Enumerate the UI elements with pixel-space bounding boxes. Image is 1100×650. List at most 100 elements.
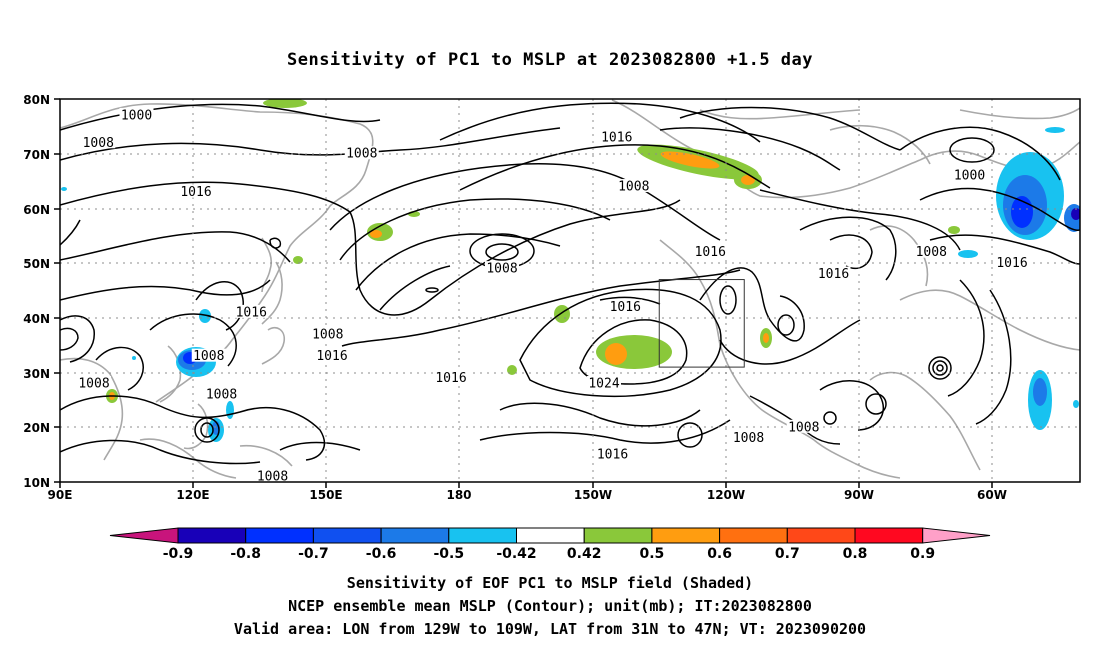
colorbar-tick-label: -0.8 <box>230 546 261 562</box>
contour-label-bg <box>315 348 349 362</box>
contour-label-bg <box>786 419 821 433</box>
colorbar-tick-label: -0.42 <box>496 546 536 562</box>
contour-label-bg <box>344 146 379 160</box>
lat-label-40n: 40N <box>23 312 50 326</box>
contour-label: 1008 <box>312 327 343 342</box>
valid-area-box <box>658 279 745 368</box>
contour-label: 1016 <box>236 305 267 320</box>
map-area: 1000 1008 1008 1016 1016 1008 1000 1008 1016 1008… <box>60 99 1080 485</box>
colorbar-segment <box>448 527 517 544</box>
colorbar-tick-label: 0.42 <box>567 546 602 562</box>
contour-label-bg <box>995 255 1029 269</box>
colorbar-labels: -0.9 -0.8 -0.7 -0.6 -0.5 -0.42 0.42 0.5 0.6 0.7 0.… <box>163 546 935 562</box>
colorbar <box>109 527 991 544</box>
contour-label-bg <box>179 184 213 198</box>
colorbar-segment <box>312 527 382 544</box>
contour-label-bg <box>616 179 651 193</box>
lon-label-180: 180 <box>446 488 471 502</box>
lon-label-120w: 120W <box>707 488 745 502</box>
contour-label: 1000 <box>954 169 985 184</box>
colorbar-segment <box>786 527 856 544</box>
lon-label-150e: 150E <box>309 488 342 502</box>
contour-label: 1008 <box>618 180 649 195</box>
colorbar-segment <box>854 527 924 544</box>
contour-label-bg <box>816 266 851 280</box>
lat-label-60n: 60N <box>23 203 50 217</box>
colorbar-tick-label: 0.7 <box>775 546 800 562</box>
contour-label: 1016 <box>597 448 628 463</box>
map-title: Sensitivity of PC1 to MSLP at 2023082800… <box>286 50 813 70</box>
contour-label-bg <box>952 168 987 182</box>
contour-label-bg <box>587 376 621 390</box>
colorbar-tick-label: -0.9 <box>163 546 194 562</box>
contour-label: 1016 <box>818 267 849 282</box>
contour-label-bg <box>119 107 154 121</box>
colorbar-tick-label: 0.8 <box>843 546 868 562</box>
contour-label: 1008 <box>206 387 237 402</box>
lat-label-80n: 80N <box>23 93 50 107</box>
mslp-contours <box>60 102 1080 465</box>
colorbar-segment <box>719 527 788 544</box>
contour-label: 1008 <box>78 377 109 392</box>
contour-label: 1016 <box>996 256 1027 271</box>
contour-label: 1024 <box>588 377 619 392</box>
contour-label-bg <box>595 447 630 461</box>
colorbar-segment <box>177 527 247 544</box>
colorbar-tick-label: 0.9 <box>910 546 935 562</box>
lat-label-30n: 30N <box>23 367 50 381</box>
contour-label: 1008 <box>83 136 114 151</box>
lon-label-90w: 90W <box>844 488 874 502</box>
colorbar-tick-label: -0.7 <box>298 546 329 562</box>
colorbar-high-extend <box>922 527 991 544</box>
caption-line-2: NCEP ensemble mean MSLP (Contour); unit(… <box>288 597 812 615</box>
contour-label: 1008 <box>733 431 764 446</box>
colorbar-segment <box>380 527 450 544</box>
contour-label-bg <box>255 469 290 482</box>
contour-label: 1008 <box>257 470 288 485</box>
colorbar-tick-label: -0.6 <box>366 546 397 562</box>
contour-label-bg <box>608 299 643 313</box>
colorbar-segment <box>516 527 585 544</box>
contour-label-bg <box>434 370 468 384</box>
colorbar-tick-label: -0.5 <box>433 546 464 562</box>
latitude-labels: 80N 70N 60N 50N 40N 30N 20N 10N <box>23 93 50 490</box>
colorbar-low-extend <box>109 527 179 544</box>
contour-label-bg <box>599 129 634 143</box>
lon-label-90e: 90E <box>48 488 73 502</box>
lon-label-120e: 120E <box>176 488 209 502</box>
tick-marks <box>54 98 993 488</box>
contour-label-bg <box>81 135 116 149</box>
lon-label-150w: 150W <box>574 488 612 502</box>
lon-label-60w: 60W <box>977 488 1007 502</box>
contour-label: 1008 <box>916 245 947 260</box>
lat-label-10n: 10N <box>23 476 50 490</box>
contour-labels: 1000 1008 1008 1016 1016 1008 1000 1008 1016 1008… <box>77 107 1029 485</box>
contour-label: 1008 <box>346 147 377 162</box>
contour-label: 1008 <box>193 349 224 364</box>
contour-label: 1016 <box>601 130 632 145</box>
longitude-labels: 90E 120E 150E 180 150W 120W 90W 60W <box>48 488 1007 502</box>
contour-label: 1016 <box>695 245 726 260</box>
contour-label: 1016 <box>180 185 211 200</box>
colorbar-tick-label: 0.6 <box>707 546 732 562</box>
contour-label-bg <box>731 430 766 444</box>
contour-label: 1000 <box>121 108 152 123</box>
sensitivity-shading <box>61 99 1080 442</box>
colorbar-segment <box>651 527 721 544</box>
contour-label-bg <box>234 304 269 318</box>
contour-label-bg <box>77 376 111 390</box>
lat-label-50n: 50N <box>23 257 50 271</box>
caption-line-1: Sensitivity of EOF PC1 to MSLP field (Sh… <box>346 574 754 592</box>
contour-label: 1008 <box>486 262 517 277</box>
lat-label-20n: 20N <box>23 421 50 435</box>
colorbar-segment <box>583 527 653 544</box>
lat-label-70n: 70N <box>23 148 50 162</box>
contour-label-bg <box>693 244 728 258</box>
contour-label: 1016 <box>316 349 347 364</box>
contour-label: 1016 <box>435 371 466 386</box>
contour-label: 1016 <box>610 300 641 315</box>
graticule <box>60 99 1080 482</box>
colorbar-tick-label: 0.5 <box>639 546 664 562</box>
contour-label-bg <box>191 348 226 362</box>
